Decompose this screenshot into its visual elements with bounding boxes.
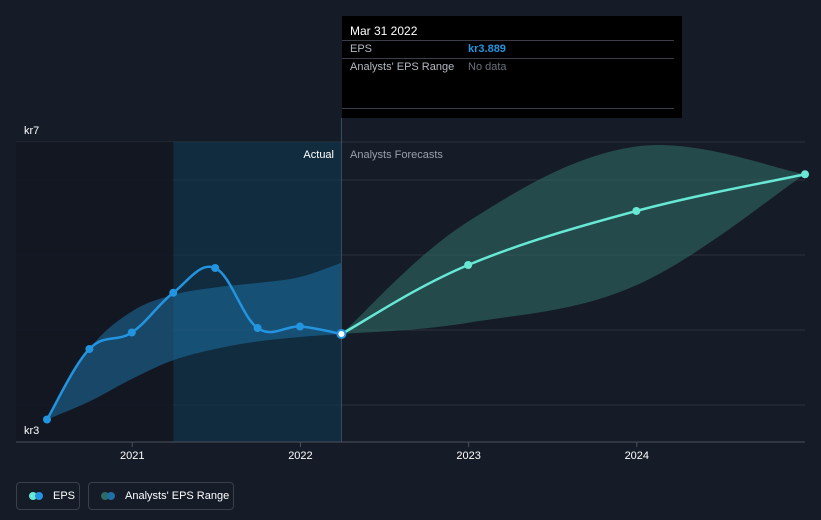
x-tick-label: 2022 — [288, 450, 312, 462]
eps-line-forecast — [340, 173, 806, 336]
x-tick-label: 2023 — [456, 450, 480, 462]
actual-label: Actual — [303, 149, 334, 161]
legend-range-label: Analysts' EPS Range — [125, 490, 230, 502]
eps-legend-icon — [29, 491, 45, 501]
eps-point-actual — [169, 288, 178, 297]
eps-point-actual — [85, 345, 94, 353]
tooltip-divider — [342, 58, 674, 59]
tooltip-date: Mar 31 2022 — [350, 24, 418, 38]
legend-item-range[interactable]: Analysts' EPS Range — [88, 482, 234, 510]
eps-points — [43, 170, 809, 424]
range-band-forecast — [341, 145, 805, 334]
x-tick-label: 2021 — [120, 450, 144, 462]
tooltip-range-label: Analysts' EPS Range — [350, 61, 455, 73]
x-tick-label: 2024 — [625, 450, 649, 462]
eps-point-actual — [43, 415, 51, 424]
eps-point-actual — [211, 264, 220, 272]
eps-point-highlighted — [336, 329, 347, 339]
eps-point-forecast — [632, 207, 641, 215]
eps-point-actual — [127, 328, 136, 337]
eps-point-forecast — [801, 170, 809, 179]
tooltip: Mar 31 2022 EPS kr3.889 Analysts' EPS Ra… — [342, 16, 682, 118]
forecast-label: Analysts Forecasts — [350, 149, 443, 161]
range-legend-icon — [101, 491, 117, 501]
range-band-actual — [47, 262, 342, 420]
tooltip-range-value: No data — [468, 61, 507, 73]
y-tick-label-bottom: kr3 — [24, 425, 39, 437]
x-axis-ticks: 2021 2022 2023 2024 — [120, 442, 649, 462]
tooltip-eps-label: EPS — [350, 43, 373, 55]
y-tick-label-top: kr7 — [24, 125, 39, 137]
tooltip-divider — [342, 40, 674, 41]
eps-point-actual — [253, 324, 262, 332]
tooltip-eps-value: kr3.889 — [468, 43, 506, 55]
legend-item-eps[interactable]: EPS — [16, 482, 80, 510]
tooltip-divider — [342, 108, 674, 109]
eps-chart: 2021 2022 2023 2024 kr7 kr3 Actual Analysts… — [16, 118, 809, 462]
eps-point-forecast — [464, 261, 473, 269]
legend-eps-label: EPS — [53, 490, 76, 502]
eps-point-actual — [295, 322, 304, 331]
